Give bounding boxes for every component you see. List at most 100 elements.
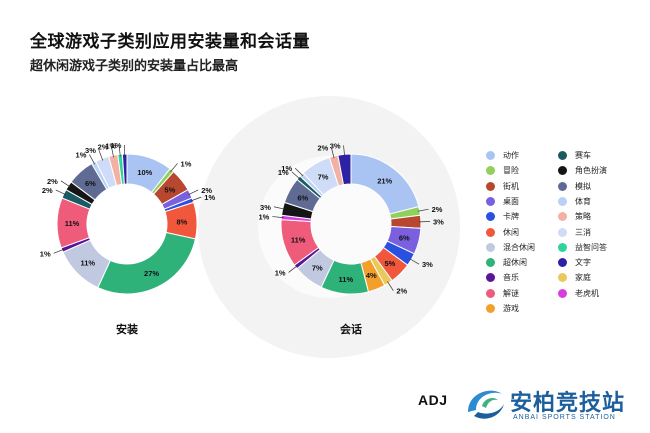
session-chart-label: 会话	[340, 324, 362, 336]
install-chart-label: 安装	[116, 324, 138, 336]
brand-name: 安柏竞技站	[510, 390, 626, 415]
donut-slice	[97, 231, 196, 295]
data-label: 8%	[177, 217, 188, 226]
data-label: 21%	[377, 177, 392, 186]
legend-swatch	[558, 227, 567, 237]
legend-item: 体育	[558, 195, 591, 208]
leader-line	[60, 180, 71, 188]
data-label: 3%	[85, 146, 96, 155]
legend-item: 角色扮演	[558, 164, 607, 177]
data-label: 5%	[384, 259, 395, 268]
donut-slice	[121, 153, 128, 185]
legend-label: 音乐	[503, 273, 519, 283]
chart-title: 全球游戏子类别应用安装量和会话量	[30, 32, 310, 51]
leader-line	[188, 189, 199, 195]
data-label: 1%	[40, 249, 51, 258]
legend-label: 益智问答	[575, 242, 607, 252]
brand-logo-icon	[468, 390, 504, 419]
legend-swatch	[558, 181, 567, 191]
leader-line	[170, 163, 178, 172]
legend-label: 赛车	[575, 151, 591, 160]
leader-line	[190, 196, 202, 202]
data-label: 11%	[339, 275, 354, 284]
legend-label: 桌面	[503, 196, 519, 206]
legend: 动作 赛车 冒险 角色扮演 街机 模拟 桌面 体育 卡牌 策略 休闲 三消 混合休闲 益智问答 超休闲 文字音…	[486, 149, 626, 313]
legend-label: 游戏	[503, 304, 519, 313]
data-label: 2%	[42, 186, 53, 195]
leader-line	[53, 248, 64, 254]
legend-swatch	[486, 227, 495, 237]
leader-line	[272, 216, 284, 218]
legend-swatch	[558, 258, 567, 268]
data-label: 11%	[80, 259, 95, 268]
leader-line	[417, 208, 429, 212]
data-label: 1%	[105, 141, 116, 150]
data-label: 5%	[164, 186, 175, 195]
legend-swatch	[486, 242, 495, 252]
legend-swatch	[486, 258, 495, 268]
legend-swatch	[558, 151, 567, 160]
data-label: 10%	[137, 168, 152, 177]
brand-subtitle: ANBAI SPORTS STATION	[513, 414, 616, 421]
data-label: 3%	[260, 203, 271, 212]
leader-line	[409, 258, 420, 265]
legend-swatch	[486, 151, 495, 160]
adj-logo: ADJ	[418, 392, 448, 408]
legend-item: 休闲	[486, 226, 519, 239]
legend-item: 解谜	[486, 287, 519, 300]
data-label: 1%	[76, 151, 87, 160]
data-label: 4%	[366, 271, 377, 280]
leader-line	[387, 281, 394, 291]
chart-subtitle: 超休闲游戏子类别的安装量占比最高	[30, 58, 239, 73]
data-label: 6%	[85, 179, 96, 188]
legend-item: 混合休闲	[486, 241, 535, 254]
legend-swatch	[486, 273, 495, 283]
legend-item: 策略	[558, 210, 591, 223]
legend-item: 超休闲	[486, 256, 527, 269]
legend-swatch	[486, 304, 495, 313]
legend-label: 混合休闲	[503, 242, 535, 252]
leader-line	[98, 150, 104, 161]
legend-swatch	[486, 181, 495, 191]
leader-line	[111, 146, 114, 158]
legend-item: 冒险	[486, 164, 519, 177]
legend-swatch	[486, 196, 495, 206]
leader-line	[273, 206, 285, 210]
legend-item: 游戏	[486, 302, 519, 315]
data-label: 2%	[47, 177, 58, 186]
legend-label: 体育	[575, 196, 591, 206]
data-label: 2%	[98, 143, 109, 152]
donut-slice	[337, 153, 352, 186]
data-label: 11%	[291, 235, 306, 244]
legend-item: 家庭	[558, 271, 591, 284]
legend-swatch	[486, 212, 495, 222]
data-label: 1%	[275, 268, 286, 277]
leader-line	[89, 154, 95, 165]
data-label: 1%	[204, 193, 215, 202]
data-label: 2%	[201, 186, 212, 195]
data-label: 2%	[432, 205, 443, 214]
legend-label: 老虎机	[575, 288, 599, 298]
legend-label: 家庭	[575, 273, 591, 283]
legend-item: 赛车	[558, 149, 591, 162]
legend-label: 动作	[503, 151, 519, 160]
data-label: 7%	[318, 173, 329, 182]
legend-item: 街机	[486, 180, 519, 193]
data-label: 27%	[144, 269, 159, 278]
legend-swatch	[558, 242, 567, 252]
data-label: 3%	[330, 141, 341, 150]
data-label: 3%	[422, 260, 433, 269]
legend-label: 休闲	[503, 227, 519, 237]
data-label: 2%	[396, 287, 407, 296]
legend-swatch	[486, 166, 495, 176]
legend-label: 三消	[575, 227, 591, 237]
leader-line	[343, 145, 345, 157]
legend-item: 老虎机	[558, 287, 599, 300]
leader-line	[291, 171, 301, 180]
legend-label: 模拟	[575, 181, 591, 191]
leader-line	[294, 167, 304, 177]
legend-swatch	[486, 288, 495, 298]
legend-label: 卡牌	[503, 212, 519, 222]
data-label: 1%	[259, 213, 270, 222]
legend-item: 模拟	[558, 180, 591, 193]
